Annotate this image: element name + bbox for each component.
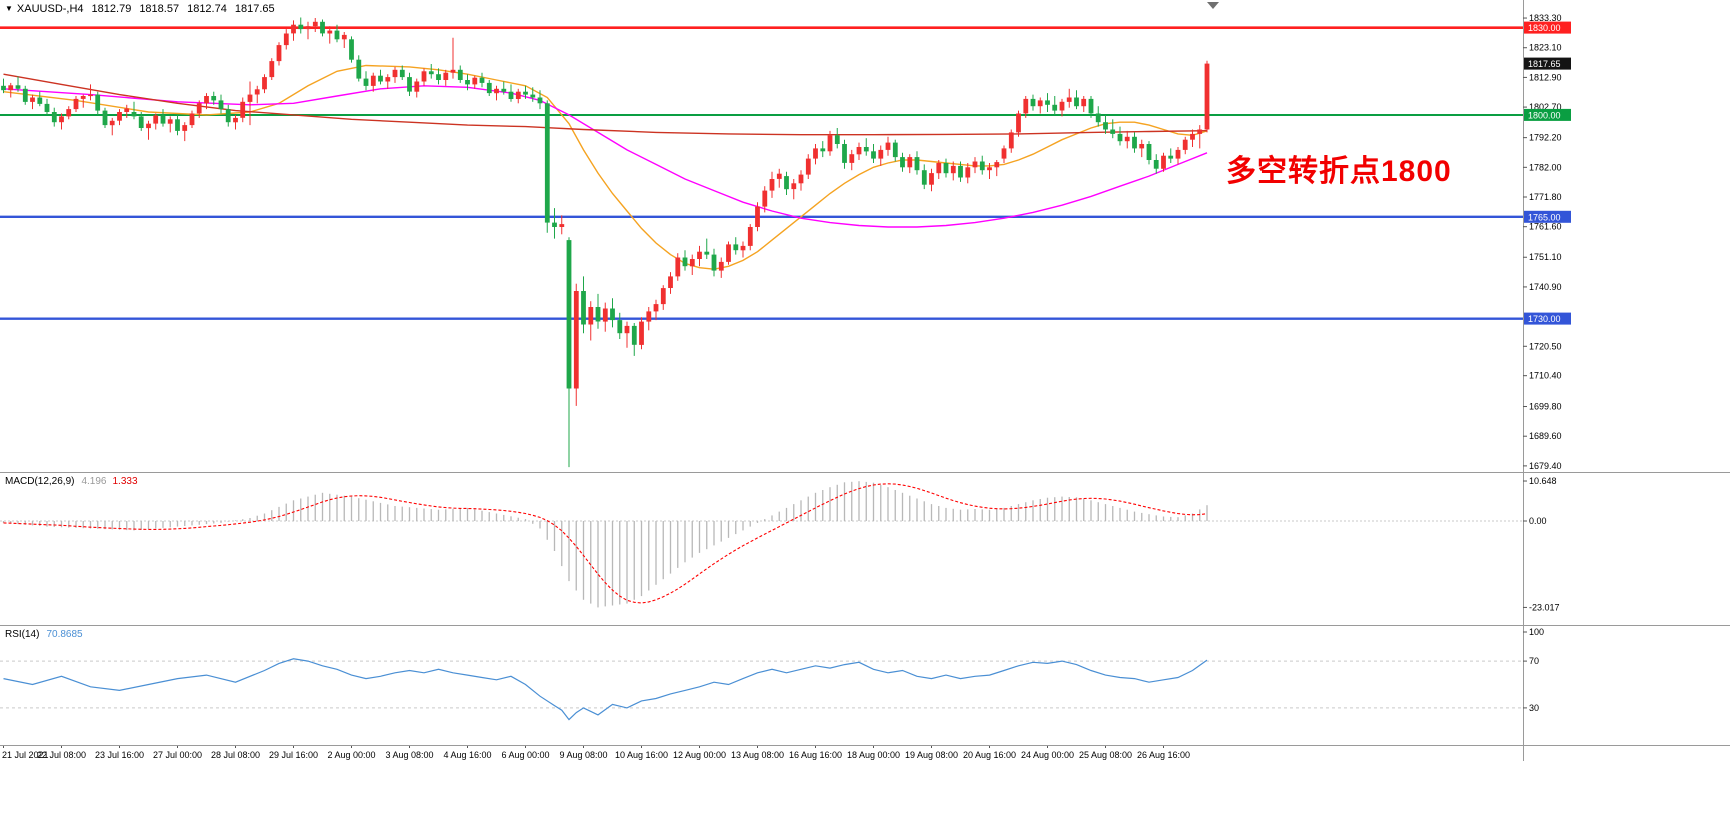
rsi-name: RSI(14) <box>5 629 40 640</box>
svg-text:1817.65: 1817.65 <box>1528 59 1561 69</box>
close-value: 1817.65 <box>234 3 275 15</box>
macd-indicator-label: MACD(12,26,9) 4.196 1.333 <box>5 476 138 487</box>
open-value: 1812.79 <box>91 3 132 15</box>
svg-text:10.648: 10.648 <box>1529 476 1557 486</box>
macd-name: MACD(12,26,9) <box>5 476 75 487</box>
svg-text:6 Aug 00:00: 6 Aug 00:00 <box>501 750 549 760</box>
rsi-line <box>3 658 1208 721</box>
svg-text:1833.30: 1833.30 <box>1529 13 1562 23</box>
svg-text:22 Jul 08:00: 22 Jul 08:00 <box>37 750 86 760</box>
annotation-text[interactable]: 多空转折点1800 <box>1226 155 1452 188</box>
svg-text:26 Aug 16:00: 26 Aug 16:00 <box>1137 750 1190 760</box>
price-scale[interactable]: 1833.30 1823.10 1812.90 1802.70 1792.20 1782.… <box>1523 0 1571 761</box>
svg-text:23 Jul 16:00: 23 Jul 16:00 <box>95 750 144 760</box>
svg-text:27 Jul 00:00: 27 Jul 00:00 <box>153 750 202 760</box>
svg-text:12 Aug 00:00: 12 Aug 00:00 <box>673 750 726 760</box>
svg-text:1823.10: 1823.10 <box>1529 43 1562 53</box>
svg-text:1751.10: 1751.10 <box>1529 252 1562 262</box>
svg-text:1761.60: 1761.60 <box>1529 222 1562 232</box>
svg-text:1740.90: 1740.90 <box>1529 282 1562 292</box>
chart-shift-marker-icon[interactable] <box>1207 2 1219 9</box>
svg-text:1730.00: 1730.00 <box>1528 314 1561 324</box>
svg-text:1800.00: 1800.00 <box>1528 110 1561 120</box>
svg-text:2 Aug 00:00: 2 Aug 00:00 <box>327 750 375 760</box>
svg-text:29 Jul 16:00: 29 Jul 16:00 <box>269 750 318 760</box>
high-value: 1818.57 <box>139 3 180 15</box>
svg-text:4 Aug 16:00: 4 Aug 16:00 <box>443 750 491 760</box>
svg-text:10 Aug 16:00: 10 Aug 16:00 <box>615 750 668 760</box>
svg-text:20 Aug 16:00: 20 Aug 16:00 <box>963 750 1016 760</box>
svg-text:1812.90: 1812.90 <box>1529 72 1562 82</box>
rsi-pane[interactable] <box>0 658 1523 721</box>
svg-text:100: 100 <box>1529 627 1544 637</box>
macd-main-value: 4.196 <box>81 476 107 487</box>
svg-text:18 Aug 00:00: 18 Aug 00:00 <box>847 750 900 760</box>
rsi-indicator-label: RSI(14) 70.8685 <box>5 629 83 640</box>
price-pane[interactable] <box>0 17 1523 468</box>
ohlc-header: ▼ XAUUSD-,H4 1812.79 1818.57 1812.74 1817.65 <box>5 3 275 15</box>
svg-text:28 Jul 08:00: 28 Jul 08:00 <box>211 750 260 760</box>
svg-text:25 Aug 08:00: 25 Aug 08:00 <box>1079 750 1132 760</box>
svg-text:19 Aug 08:00: 19 Aug 08:00 <box>905 750 958 760</box>
svg-text:1765.00: 1765.00 <box>1528 212 1561 222</box>
svg-text:13 Aug 08:00: 13 Aug 08:00 <box>731 750 784 760</box>
svg-text:1830.00: 1830.00 <box>1528 23 1561 33</box>
ma-mid-line <box>3 85 1208 228</box>
ma-slow-line <box>3 73 1208 136</box>
svg-text:1710.40: 1710.40 <box>1529 371 1562 381</box>
macd-pane[interactable] <box>0 481 1523 608</box>
svg-text:30: 30 <box>1529 703 1539 713</box>
svg-text:21 Jul 2021: 21 Jul 2021 <box>2 750 49 760</box>
symbol-dropdown-icon[interactable]: ▼ <box>5 4 13 13</box>
svg-text:1802.70: 1802.70 <box>1529 102 1562 112</box>
svg-text:1792.20: 1792.20 <box>1529 133 1562 143</box>
svg-text:9 Aug 08:00: 9 Aug 08:00 <box>559 750 607 760</box>
svg-text:3 Aug 08:00: 3 Aug 08:00 <box>385 750 433 760</box>
low-value: 1812.74 <box>187 3 227 15</box>
svg-text:-23.017: -23.017 <box>1529 602 1560 612</box>
ma-fast-line <box>3 64 1208 270</box>
svg-text:24 Aug 00:00: 24 Aug 00:00 <box>1021 750 1074 760</box>
svg-text:1782.00: 1782.00 <box>1529 162 1562 172</box>
svg-text:1720.50: 1720.50 <box>1529 341 1562 351</box>
svg-text:70: 70 <box>1529 656 1539 666</box>
macd-signal-value: 1.333 <box>112 476 138 487</box>
svg-text:1771.80: 1771.80 <box>1529 192 1562 202</box>
rsi-value: 70.8685 <box>46 629 83 640</box>
svg-text:1679.40: 1679.40 <box>1529 461 1562 471</box>
svg-text:16 Aug 16:00: 16 Aug 16:00 <box>789 750 842 760</box>
svg-text:1699.80: 1699.80 <box>1529 402 1562 412</box>
macd-signal-line <box>3 483 1208 604</box>
svg-text:0.00: 0.00 <box>1529 516 1547 526</box>
svg-text:1689.60: 1689.60 <box>1529 431 1562 441</box>
symbol-timeframe-label: XAUUSD-,H4 <box>16 3 84 15</box>
